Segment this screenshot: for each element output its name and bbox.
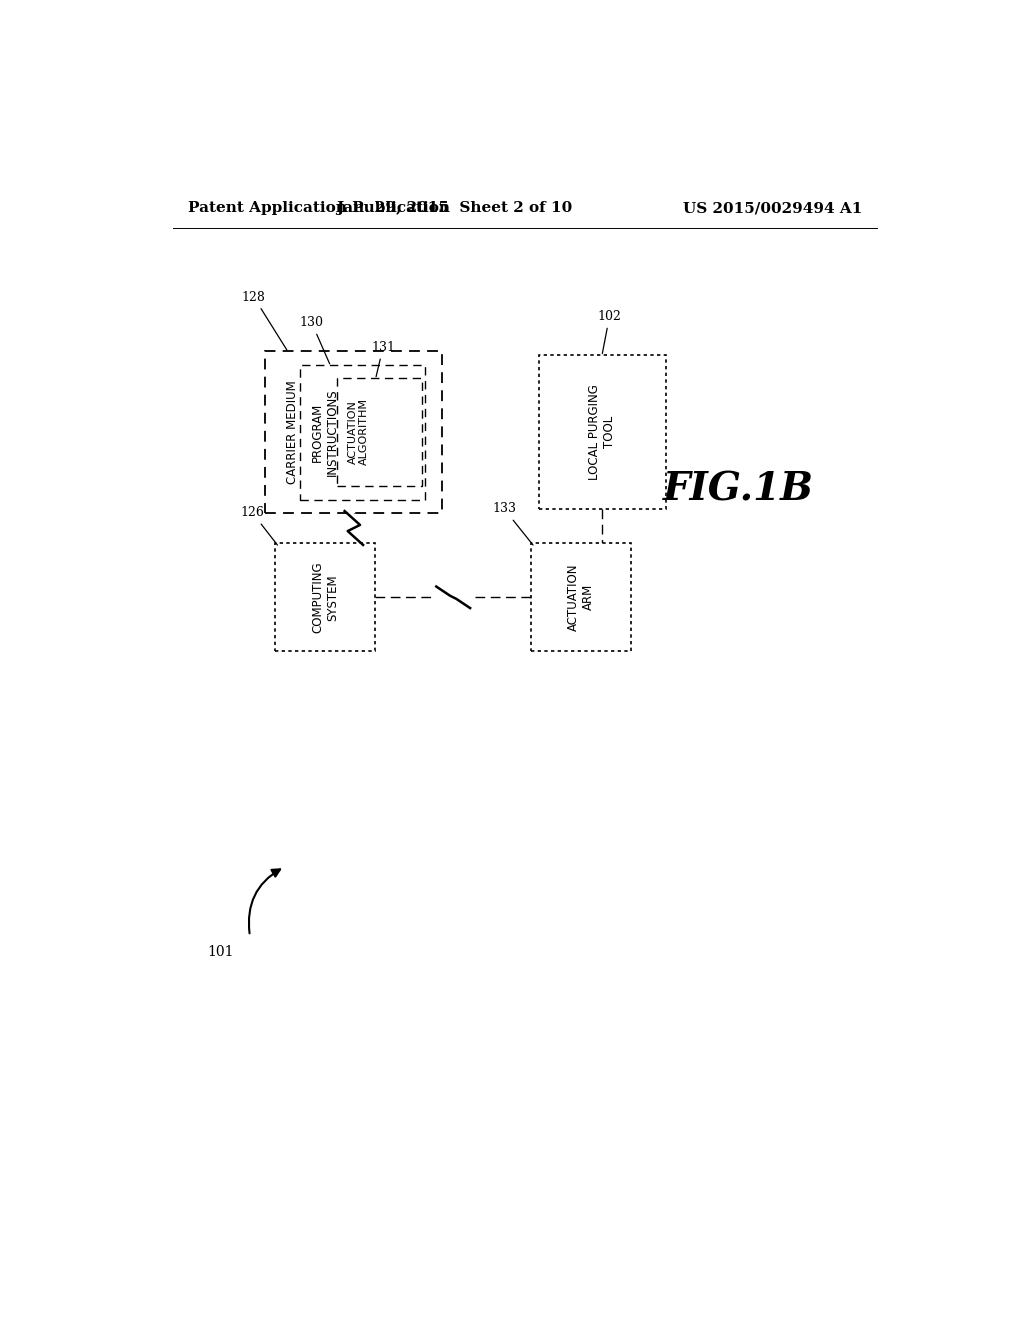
Text: 133: 133 — [492, 502, 534, 545]
Text: 130: 130 — [299, 315, 330, 364]
Bar — [539, 355, 666, 508]
Text: 102: 102 — [598, 310, 622, 354]
Text: 128: 128 — [242, 290, 287, 350]
Text: COMPUTING
SYSTEM: COMPUTING SYSTEM — [311, 561, 339, 634]
Text: FIG.1B: FIG.1B — [664, 470, 814, 508]
Text: 126: 126 — [241, 506, 278, 545]
Text: ACTUATION
ARM: ACTUATION ARM — [567, 564, 595, 631]
Text: LOCAL PURGING
TOOL: LOCAL PURGING TOOL — [588, 384, 616, 479]
Text: 101: 101 — [208, 945, 234, 958]
Bar — [275, 544, 376, 651]
Text: Jan. 29, 2015  Sheet 2 of 10: Jan. 29, 2015 Sheet 2 of 10 — [336, 202, 572, 215]
Text: PROGRAM
INSTRUCTIONS: PROGRAM INSTRUCTIONS — [310, 388, 339, 477]
Text: Patent Application Publication: Patent Application Publication — [188, 202, 451, 215]
Text: ACTUATION
ALGORITHM: ACTUATION ALGORITHM — [348, 399, 370, 465]
Text: 131: 131 — [371, 341, 395, 376]
Bar — [265, 351, 442, 512]
Text: CARRIER MEDIUM: CARRIER MEDIUM — [286, 380, 299, 483]
Text: US 2015/0029494 A1: US 2015/0029494 A1 — [683, 202, 862, 215]
Bar — [531, 544, 631, 651]
Bar — [337, 378, 422, 486]
Bar — [300, 364, 425, 500]
